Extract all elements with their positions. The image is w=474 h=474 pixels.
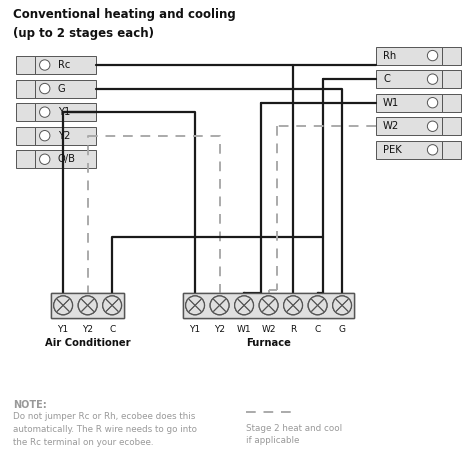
Bar xyxy=(442,46,461,64)
Circle shape xyxy=(235,296,254,315)
Text: Furnace: Furnace xyxy=(246,338,291,348)
Bar xyxy=(183,292,355,318)
Text: Rh: Rh xyxy=(383,51,396,61)
Circle shape xyxy=(259,296,278,315)
Circle shape xyxy=(428,121,438,131)
Circle shape xyxy=(235,296,254,315)
Bar xyxy=(442,94,461,112)
Circle shape xyxy=(428,50,438,61)
Text: G: G xyxy=(338,325,346,334)
Circle shape xyxy=(333,296,352,315)
Bar xyxy=(16,127,36,145)
Text: C: C xyxy=(109,325,115,334)
Text: Air Conditioner: Air Conditioner xyxy=(45,338,130,348)
Bar xyxy=(16,103,36,121)
Circle shape xyxy=(428,74,438,84)
Circle shape xyxy=(283,296,302,315)
Bar xyxy=(376,46,442,64)
Circle shape xyxy=(428,98,438,108)
Bar xyxy=(183,292,355,318)
Bar xyxy=(376,117,442,135)
Text: R: R xyxy=(290,325,296,334)
Circle shape xyxy=(78,296,97,315)
Circle shape xyxy=(39,130,50,141)
Text: W2: W2 xyxy=(383,121,399,131)
Circle shape xyxy=(78,296,97,315)
Circle shape xyxy=(186,296,204,315)
Bar xyxy=(36,80,96,98)
Circle shape xyxy=(428,145,438,155)
Circle shape xyxy=(54,296,73,315)
Circle shape xyxy=(259,296,278,315)
Text: W1: W1 xyxy=(383,98,399,108)
Text: PEK: PEK xyxy=(383,145,402,155)
Bar xyxy=(36,56,96,74)
Circle shape xyxy=(103,296,121,315)
Bar xyxy=(376,94,442,112)
Text: Y2: Y2 xyxy=(214,325,225,334)
Bar xyxy=(442,117,461,135)
Circle shape xyxy=(308,296,327,315)
Bar xyxy=(376,141,442,159)
Bar xyxy=(16,80,36,98)
Text: Y1: Y1 xyxy=(190,325,201,334)
Text: (up to 2 stages each): (up to 2 stages each) xyxy=(13,27,154,40)
Text: Conventional heating and cooling: Conventional heating and cooling xyxy=(13,9,236,21)
Circle shape xyxy=(210,296,229,315)
Bar xyxy=(36,127,96,145)
Text: Do not jumper Rc or Rh, ecobee does this
automatically. The R wire needs to go i: Do not jumper Rc or Rh, ecobee does this… xyxy=(13,412,197,447)
Circle shape xyxy=(283,296,302,315)
Text: O/B: O/B xyxy=(58,154,76,164)
Bar xyxy=(51,292,124,318)
Text: NOTE:: NOTE: xyxy=(13,400,47,410)
Bar xyxy=(36,150,96,168)
Bar xyxy=(376,70,442,88)
Text: C: C xyxy=(383,74,390,84)
Text: Y1: Y1 xyxy=(57,325,69,334)
Text: W1: W1 xyxy=(237,325,251,334)
Bar xyxy=(51,292,124,318)
Text: G: G xyxy=(58,83,66,93)
Circle shape xyxy=(39,60,50,70)
Circle shape xyxy=(103,296,121,315)
Circle shape xyxy=(39,83,50,94)
Text: Rc: Rc xyxy=(58,60,70,70)
Bar xyxy=(36,103,96,121)
Bar xyxy=(16,56,36,74)
Text: Y2: Y2 xyxy=(58,131,70,141)
Circle shape xyxy=(308,296,327,315)
Circle shape xyxy=(333,296,352,315)
Text: W2: W2 xyxy=(261,325,276,334)
Text: Y1: Y1 xyxy=(58,107,70,117)
Circle shape xyxy=(186,296,204,315)
Circle shape xyxy=(54,296,73,315)
Bar xyxy=(16,150,36,168)
Text: Y2: Y2 xyxy=(82,325,93,334)
Circle shape xyxy=(39,107,50,117)
Circle shape xyxy=(210,296,229,315)
Bar xyxy=(442,70,461,88)
Bar xyxy=(442,141,461,159)
Circle shape xyxy=(39,154,50,164)
Text: C: C xyxy=(314,325,321,334)
Text: Stage 2 heat and cool
if applicable: Stage 2 heat and cool if applicable xyxy=(246,424,343,446)
